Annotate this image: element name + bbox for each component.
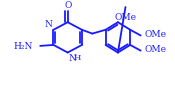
Text: N: N [45, 20, 52, 29]
Text: H: H [73, 54, 81, 62]
Text: O: O [65, 1, 72, 10]
Text: N: N [69, 54, 76, 63]
Text: H₂N: H₂N [13, 42, 33, 51]
Text: OMe: OMe [114, 13, 136, 22]
Text: OMe: OMe [144, 45, 166, 54]
Text: OMe: OMe [144, 30, 166, 39]
